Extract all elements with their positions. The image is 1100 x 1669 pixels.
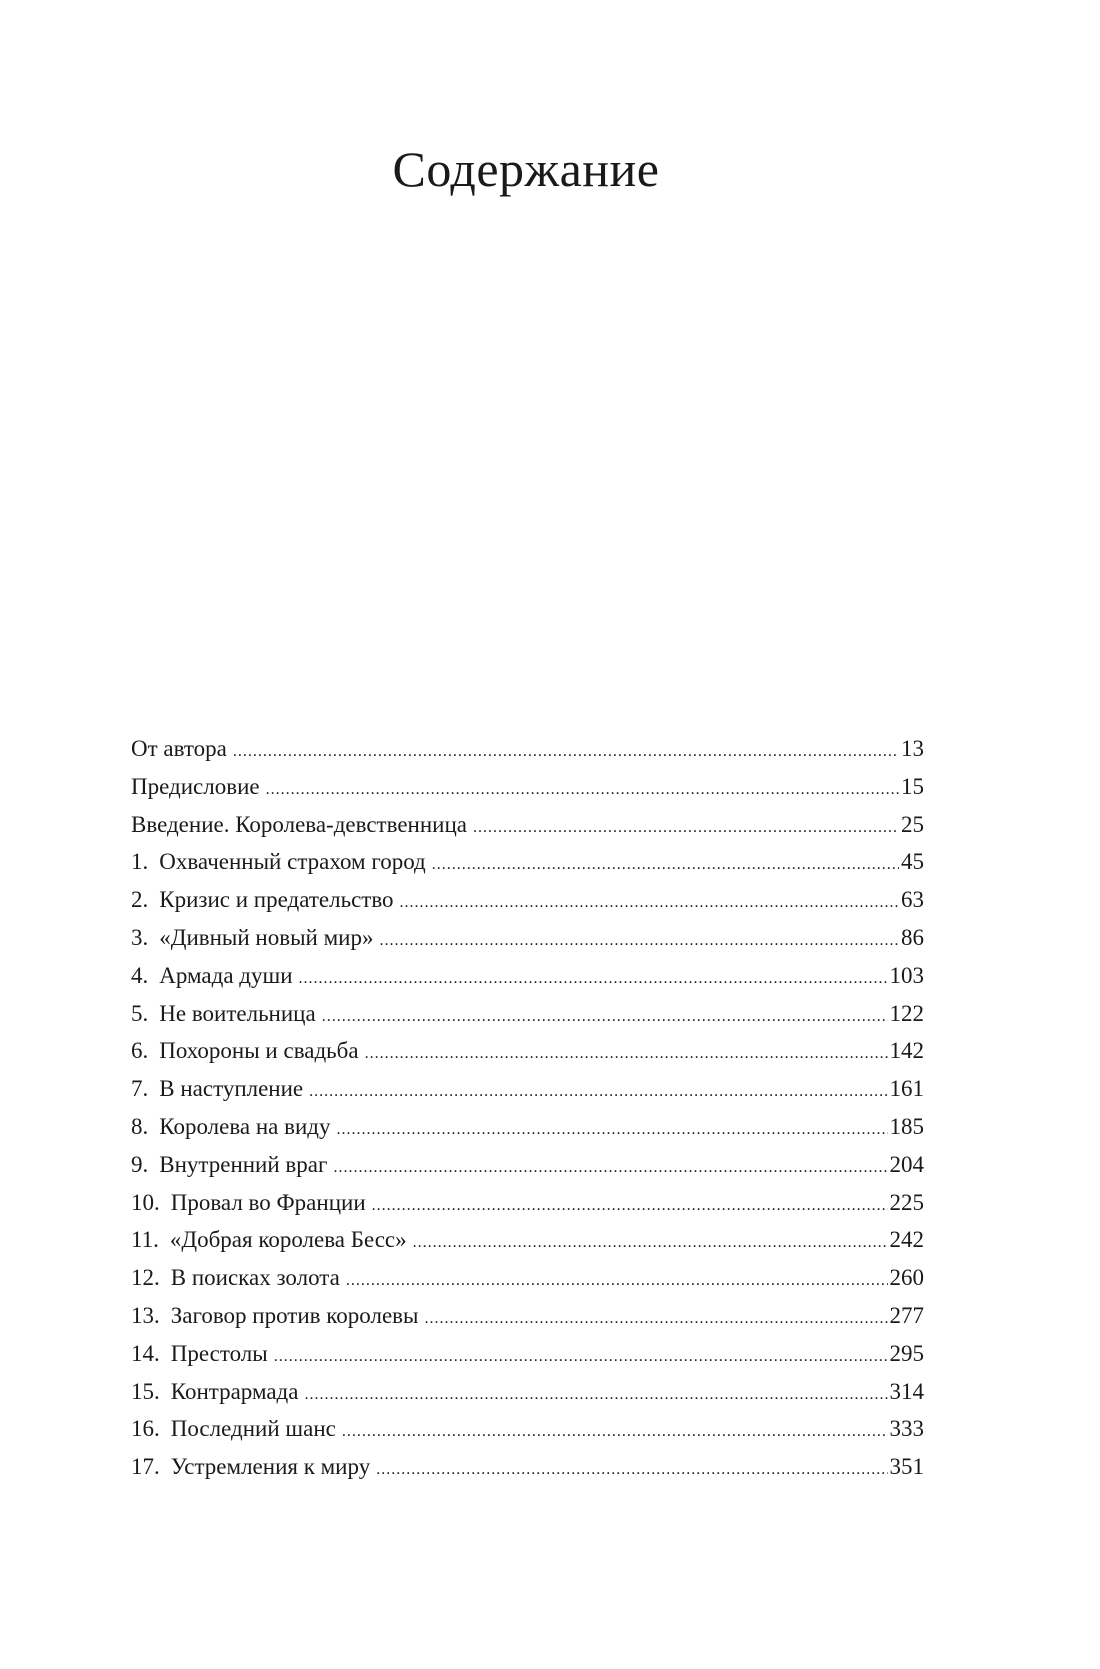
toc-entry[interactable]: 6. Похороны и свадьба 142 xyxy=(131,1032,924,1070)
entry-title: Кризис и предательство xyxy=(159,887,394,913)
dot-leader xyxy=(413,1224,888,1262)
entry-title: Армада души xyxy=(159,962,293,988)
toc-entry[interactable]: 10. Провал во Франции 225 xyxy=(131,1184,924,1222)
entry-title: Не воительница xyxy=(159,1000,316,1026)
toc-entry[interactable]: Предисловие 15 xyxy=(131,768,924,806)
chapter-number: 16. xyxy=(131,1416,160,1442)
chapter-number: 10. xyxy=(131,1189,160,1215)
page-number: 351 xyxy=(889,1454,925,1480)
page-number: 333 xyxy=(889,1416,925,1442)
toc-entry[interactable]: 11. «Добрая королева Бесс» 242 xyxy=(131,1221,924,1259)
page-number: 103 xyxy=(889,962,925,988)
entry-title: Королева на виду xyxy=(159,1113,331,1139)
chapter-number: 4. xyxy=(131,962,149,988)
table-of-contents: От автора 13 Предисловие 15 Введение. Короле… xyxy=(131,730,924,1486)
toc-entry[interactable]: Введение. Королева-девственница 25 xyxy=(131,806,924,844)
toc-entry[interactable]: 1. Охваченный страхом город 45 xyxy=(131,843,924,881)
entry-title: В поисках золота xyxy=(170,1265,340,1291)
entry-title: В наступление xyxy=(159,1076,304,1102)
page-number: 13 xyxy=(901,736,924,761)
chapter-number: 13. xyxy=(131,1302,160,1328)
toc-entry[interactable]: 7. В наступление 161 xyxy=(131,1070,924,1108)
chapter-number: 15. xyxy=(131,1378,160,1404)
entry-title: Провал во Франции xyxy=(170,1189,366,1215)
page-number: 25 xyxy=(901,811,924,837)
dot-leader xyxy=(342,1413,888,1451)
toc-entry[interactable]: 17. Устремления к миру 351 xyxy=(131,1448,924,1486)
dot-leader xyxy=(346,1262,888,1300)
dot-leader xyxy=(322,998,888,1036)
toc-entry[interactable]: 5. Не воительница 122 xyxy=(131,995,924,1033)
page-number: 295 xyxy=(889,1340,925,1366)
dot-leader xyxy=(299,960,888,998)
chapter-number: 7. xyxy=(131,1076,149,1102)
entry-title: Последний шанс xyxy=(170,1416,336,1442)
toc-entry[interactable]: От автора 13 xyxy=(131,730,924,768)
dot-leader xyxy=(400,884,899,922)
page-number: 86 xyxy=(901,924,924,950)
chapter-number: 14. xyxy=(131,1340,160,1366)
dot-leader xyxy=(233,733,899,771)
page-number: 15 xyxy=(901,773,924,799)
entry-title: Охваченный страхом город xyxy=(159,849,426,875)
page-number: 314 xyxy=(889,1378,925,1404)
page-number: 63 xyxy=(901,887,924,913)
page-number: 45 xyxy=(901,849,924,875)
page-number: 122 xyxy=(889,1000,925,1026)
toc-entry[interactable]: 12. В поисках золота 260 xyxy=(131,1259,924,1297)
dot-leader xyxy=(266,771,899,809)
dot-leader xyxy=(432,846,899,884)
chapter-number: 11. xyxy=(131,1227,159,1253)
page-title: Содержание xyxy=(392,141,660,197)
entry-title: Заговор против королевы xyxy=(170,1302,419,1328)
toc-entry[interactable]: 8. Королева на виду 185 xyxy=(131,1108,924,1146)
page-number: 204 xyxy=(889,1151,925,1177)
dot-leader xyxy=(309,1073,887,1111)
dot-leader xyxy=(379,922,899,960)
dot-leader xyxy=(333,1149,887,1187)
chapter-number: 9. xyxy=(131,1151,149,1177)
dot-leader xyxy=(372,1187,888,1225)
page-number: 277 xyxy=(889,1302,925,1328)
toc-entry[interactable]: 13. Заговор против королевы 277 xyxy=(131,1297,924,1335)
toc-entry[interactable]: 3. «Дивный новый мир» 86 xyxy=(131,919,924,957)
entry-title: Предисловие xyxy=(131,773,260,799)
chapter-number: 12. xyxy=(131,1265,160,1291)
page-number: 225 xyxy=(889,1189,925,1215)
dot-leader xyxy=(424,1300,887,1338)
entry-title: Устремления к миру xyxy=(170,1454,371,1480)
entry-title: Контрармада xyxy=(170,1378,299,1404)
toc-entry[interactable]: 15. Контрармада 314 xyxy=(131,1373,924,1411)
toc-entry[interactable]: 2. Кризис и предательство 63 xyxy=(131,881,924,919)
entry-title: Внутренний враг xyxy=(159,1151,328,1177)
entry-title: Введение. Королева-девственница xyxy=(131,811,467,837)
dot-leader xyxy=(304,1376,887,1414)
dot-leader xyxy=(376,1451,887,1489)
chapter-number: 17. xyxy=(131,1454,160,1480)
page-number: 260 xyxy=(889,1265,925,1291)
chapter-number: 5. xyxy=(131,1000,149,1026)
dot-leader xyxy=(274,1338,888,1376)
dot-leader xyxy=(336,1111,887,1149)
entry-title: «Дивный новый мир» xyxy=(159,924,374,950)
toc-entry[interactable]: 14. Престолы 295 xyxy=(131,1335,924,1373)
page-number: 242 xyxy=(889,1227,925,1253)
entry-title: Похороны и свадьба xyxy=(159,1038,359,1064)
entry-title: От автора xyxy=(131,736,227,761)
entry-title: Престолы xyxy=(170,1340,268,1366)
chapter-number: 3. xyxy=(131,924,149,950)
page-number: 185 xyxy=(889,1113,925,1139)
page-number: 161 xyxy=(889,1076,925,1102)
toc-entry[interactable]: 4. Армада души 103 xyxy=(131,957,924,995)
chapter-number: 2. xyxy=(131,887,149,913)
toc-entry[interactable]: 9. Внутренний враг 204 xyxy=(131,1146,924,1184)
chapter-number: 1. xyxy=(131,849,149,875)
dot-leader xyxy=(473,809,899,847)
page-number: 142 xyxy=(889,1038,925,1064)
chapter-number: 8. xyxy=(131,1113,149,1139)
entry-title: «Добрая королева Бесс» xyxy=(169,1227,407,1253)
toc-entry[interactable]: 16. Последний шанс 333 xyxy=(131,1410,924,1448)
chapter-number: 6. xyxy=(131,1038,149,1064)
dot-leader xyxy=(365,1035,888,1073)
